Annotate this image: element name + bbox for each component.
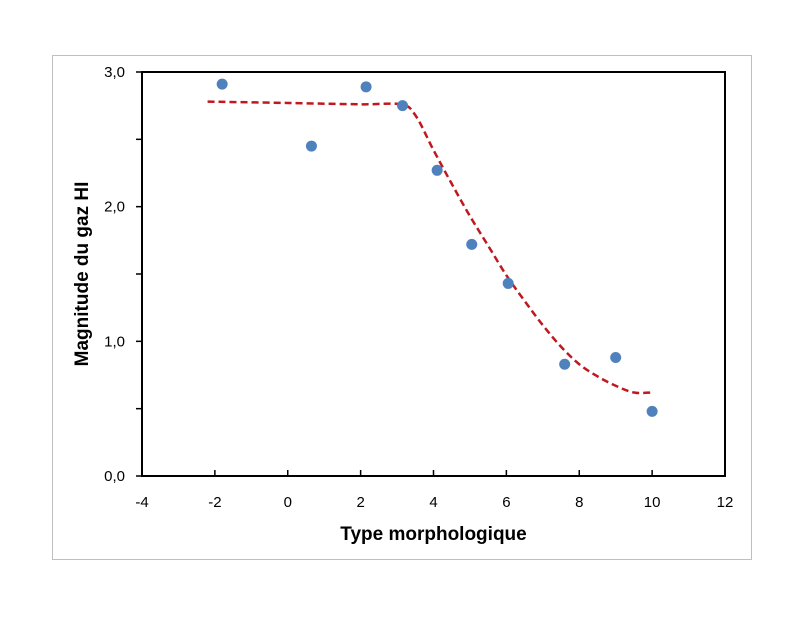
y-axis-title: Magnitude du gaz HI — [72, 182, 93, 367]
y-tick-label: 1,0 — [104, 333, 125, 350]
x-axis-title: Type morphologique — [340, 524, 526, 545]
data-point — [397, 100, 409, 112]
x-tick-label: 6 — [502, 494, 510, 511]
x-tick-label: 12 — [717, 494, 734, 511]
data-point — [559, 358, 571, 370]
plot-border — [141, 71, 726, 477]
data-point — [466, 238, 478, 250]
data-point — [216, 78, 228, 90]
x-tick-label: -4 — [135, 494, 148, 511]
y-tick-label: 0,0 — [104, 468, 125, 485]
trend-line — [207, 100, 653, 395]
y-tick-label: 3,0 — [104, 64, 125, 81]
x-tick-label: 10 — [644, 494, 661, 511]
x-tick-label: -2 — [208, 494, 221, 511]
data-point — [610, 351, 622, 363]
data-point — [431, 164, 443, 176]
data-point — [502, 277, 514, 289]
data-point — [646, 405, 658, 417]
x-tick-label: 4 — [429, 494, 437, 511]
x-tick-label: 2 — [356, 494, 364, 511]
data-point — [360, 81, 372, 93]
x-tick-label: 0 — [284, 494, 292, 511]
y-tick-label: 2,0 — [104, 199, 125, 216]
x-tick-label: 8 — [575, 494, 583, 511]
data-point — [305, 140, 317, 152]
